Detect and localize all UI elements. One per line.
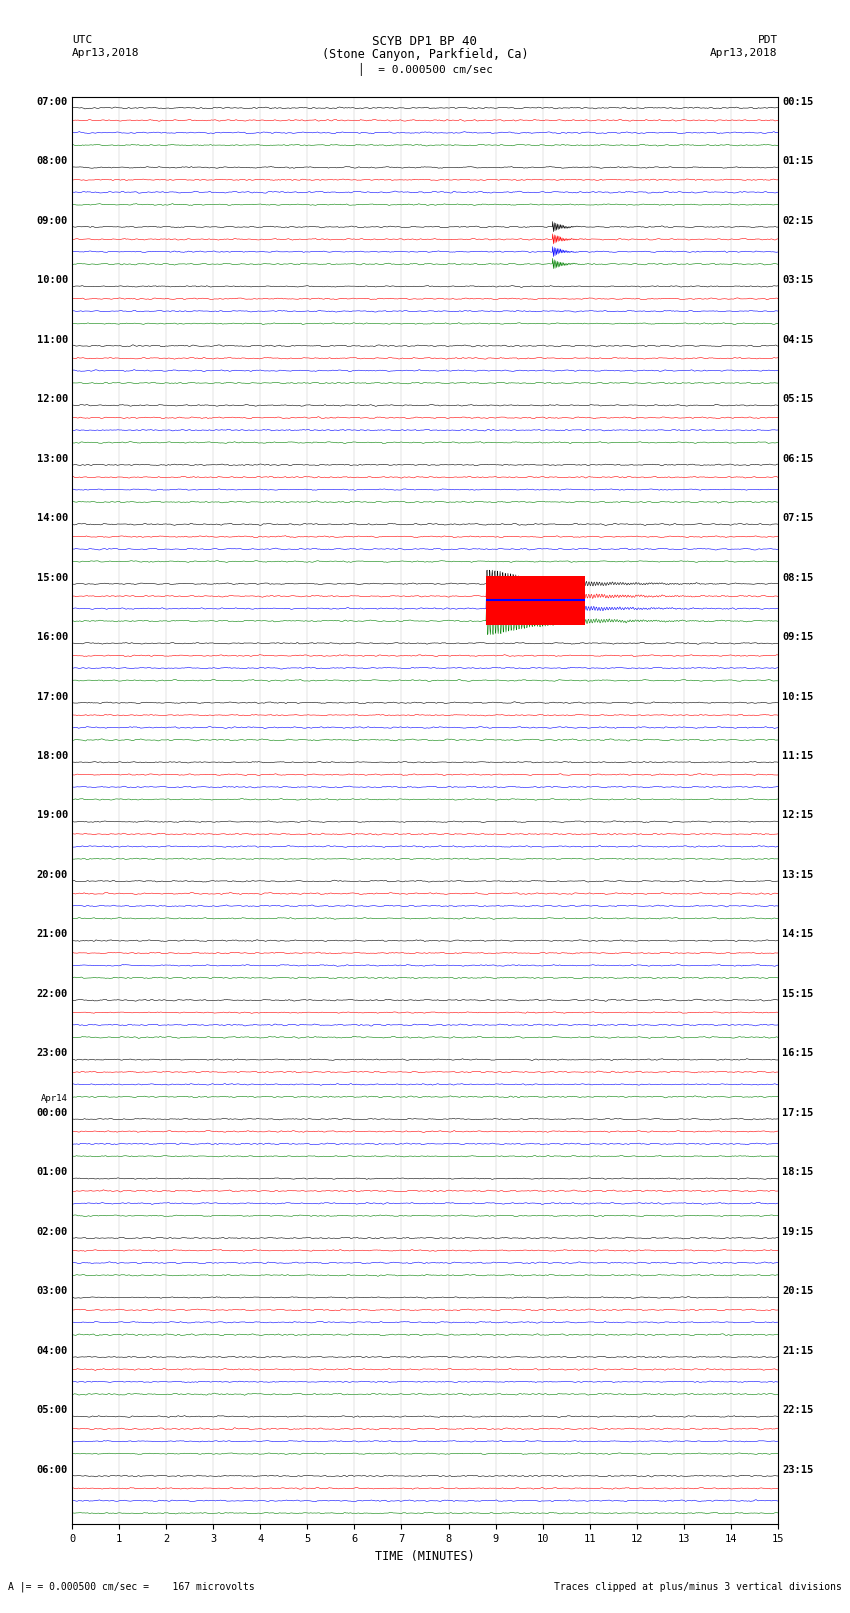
Text: 15:15: 15:15	[782, 989, 813, 998]
Text: │  = 0.000500 cm/sec: │ = 0.000500 cm/sec	[358, 63, 492, 76]
Text: UTC: UTC	[72, 35, 93, 45]
Text: 19:15: 19:15	[782, 1227, 813, 1237]
Text: 08:15: 08:15	[782, 573, 813, 582]
Text: 13:00: 13:00	[37, 453, 68, 463]
Text: 23:15: 23:15	[782, 1465, 813, 1474]
Text: 14:15: 14:15	[782, 929, 813, 939]
Text: 20:00: 20:00	[37, 869, 68, 881]
Text: 10:00: 10:00	[37, 276, 68, 286]
Text: 08:00: 08:00	[37, 156, 68, 166]
Text: 19:00: 19:00	[37, 810, 68, 821]
Text: PDT: PDT	[757, 35, 778, 45]
Text: 18:15: 18:15	[782, 1168, 813, 1177]
Text: 21:15: 21:15	[782, 1345, 813, 1357]
Text: 16:15: 16:15	[782, 1048, 813, 1058]
Text: 00:15: 00:15	[782, 97, 813, 106]
Text: 18:00: 18:00	[37, 752, 68, 761]
Text: 23:00: 23:00	[37, 1048, 68, 1058]
Text: 17:00: 17:00	[37, 692, 68, 702]
Text: 06:00: 06:00	[37, 1465, 68, 1474]
Text: 07:00: 07:00	[37, 97, 68, 106]
Text: 20:15: 20:15	[782, 1286, 813, 1297]
Text: 03:00: 03:00	[37, 1286, 68, 1297]
Text: 09:00: 09:00	[37, 216, 68, 226]
Text: 02:15: 02:15	[782, 216, 813, 226]
Text: A |= = 0.000500 cm/sec =    167 microvolts: A |= = 0.000500 cm/sec = 167 microvolts	[8, 1581, 255, 1592]
Text: 22:15: 22:15	[782, 1405, 813, 1415]
X-axis label: TIME (MINUTES): TIME (MINUTES)	[375, 1550, 475, 1563]
Text: Apr13,2018: Apr13,2018	[72, 48, 139, 58]
Text: 15:00: 15:00	[37, 573, 68, 582]
Text: SCYB DP1 BP 40: SCYB DP1 BP 40	[372, 35, 478, 48]
Text: 04:00: 04:00	[37, 1345, 68, 1357]
Text: 22:00: 22:00	[37, 989, 68, 998]
Bar	[486, 576, 585, 626]
Text: 10:15: 10:15	[782, 692, 813, 702]
Text: 05:15: 05:15	[782, 394, 813, 405]
Text: 14:00: 14:00	[37, 513, 68, 523]
Text: 16:00: 16:00	[37, 632, 68, 642]
Text: 21:00: 21:00	[37, 929, 68, 939]
Text: 00:00: 00:00	[37, 1108, 68, 1118]
Text: 07:15: 07:15	[782, 513, 813, 523]
Text: Apr13,2018: Apr13,2018	[711, 48, 778, 58]
Text: 01:00: 01:00	[37, 1168, 68, 1177]
Text: Apr14: Apr14	[41, 1094, 68, 1103]
Text: 01:15: 01:15	[782, 156, 813, 166]
Text: 13:15: 13:15	[782, 869, 813, 881]
Text: 11:15: 11:15	[782, 752, 813, 761]
Text: (Stone Canyon, Parkfield, Ca): (Stone Canyon, Parkfield, Ca)	[321, 48, 529, 61]
Text: Traces clipped at plus/minus 3 vertical divisions: Traces clipped at plus/minus 3 vertical …	[553, 1582, 842, 1592]
Text: 11:00: 11:00	[37, 334, 68, 345]
Text: 03:15: 03:15	[782, 276, 813, 286]
Text: 12:00: 12:00	[37, 394, 68, 405]
Text: 02:00: 02:00	[37, 1227, 68, 1237]
Text: 06:15: 06:15	[782, 453, 813, 463]
Text: 17:15: 17:15	[782, 1108, 813, 1118]
Text: 05:00: 05:00	[37, 1405, 68, 1415]
Text: 09:15: 09:15	[782, 632, 813, 642]
Text: 04:15: 04:15	[782, 334, 813, 345]
Text: 12:15: 12:15	[782, 810, 813, 821]
